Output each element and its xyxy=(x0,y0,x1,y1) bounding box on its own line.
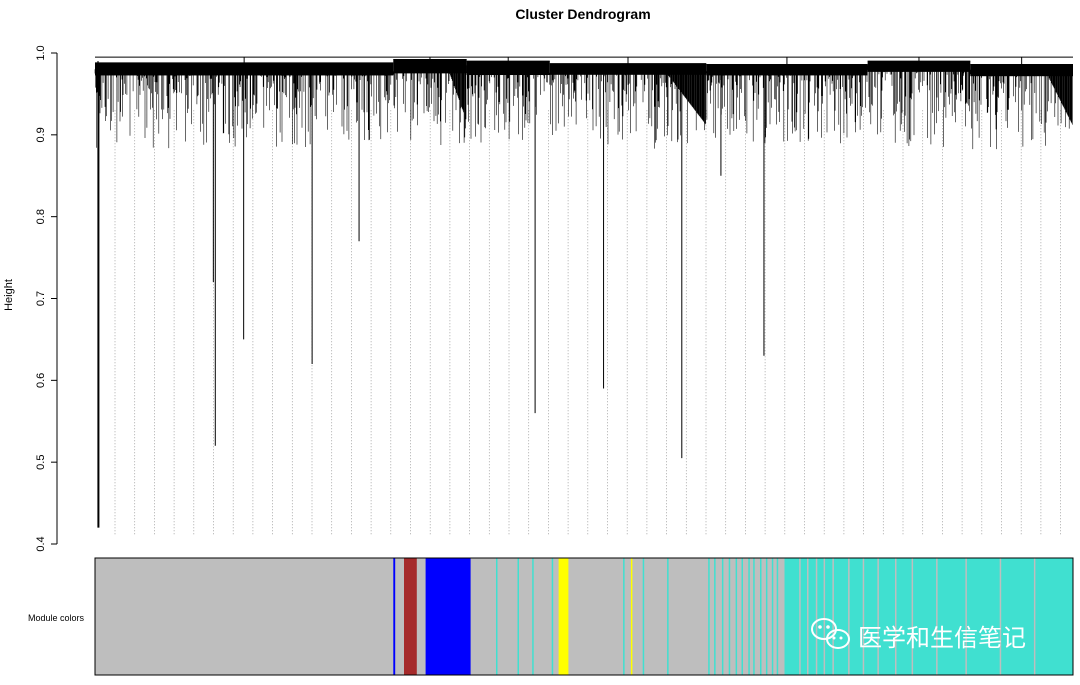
module-stripe xyxy=(741,558,743,675)
watermark: 医学和生信笔记 xyxy=(811,618,1026,652)
y-tick-label: 0.6 xyxy=(35,373,47,388)
cluster-band xyxy=(706,64,868,76)
cluster-band xyxy=(393,59,467,74)
wechat-icon xyxy=(811,618,850,649)
leaf-branches xyxy=(549,67,706,149)
module-segment xyxy=(393,558,396,675)
module-stripe xyxy=(807,558,809,675)
module-stripe xyxy=(911,558,914,675)
module-stripe xyxy=(551,558,554,675)
module-stripe xyxy=(760,558,762,675)
module-segment xyxy=(470,558,560,675)
module-stripe xyxy=(623,558,625,675)
module-stripe xyxy=(721,558,724,675)
module-segment xyxy=(425,558,429,675)
module-bar-border xyxy=(94,557,1074,676)
module-stripe xyxy=(965,558,967,675)
module-stripe xyxy=(728,558,731,675)
y-axis: 0.4 0.5 0.6 0.7 0.8 0.9 1.0 xyxy=(35,45,58,552)
y-tick-label: 0.5 xyxy=(35,455,47,470)
module-stripe xyxy=(877,558,879,675)
y-tick-label: 0.9 xyxy=(35,127,47,142)
module-stripe xyxy=(753,558,755,675)
module-colors-bar xyxy=(94,557,1074,676)
chart-title: Cluster Dendrogram xyxy=(515,6,650,22)
module-stripe xyxy=(708,558,710,675)
module-stripe xyxy=(815,558,818,675)
module-segment xyxy=(404,558,418,675)
cluster-band xyxy=(466,61,550,76)
y-axis-title: Height xyxy=(3,279,15,311)
module-stripe xyxy=(999,558,1002,675)
leaf-branches xyxy=(94,66,393,149)
module-stripe xyxy=(895,558,897,675)
module-segment xyxy=(416,558,427,675)
y-tick-label: 0.8 xyxy=(35,209,47,224)
module-segment xyxy=(95,558,394,675)
dendrogram-branches xyxy=(94,56,1073,528)
cluster-band xyxy=(549,63,707,75)
module-stripe xyxy=(832,558,834,675)
module-stripe xyxy=(1033,558,1036,675)
module-stripe xyxy=(630,558,633,675)
y-tick-label: 0.7 xyxy=(35,291,47,306)
module-colors-label: Module colors xyxy=(28,613,85,623)
leaf-branches xyxy=(466,65,550,143)
module-stripe xyxy=(823,558,826,675)
module-stripe xyxy=(517,558,519,675)
module-stripe xyxy=(532,558,534,675)
module-stripe xyxy=(748,558,750,675)
module-segment xyxy=(427,558,471,675)
cluster-band xyxy=(970,64,1073,77)
module-segment xyxy=(558,558,569,675)
y-tick-label: 0.4 xyxy=(35,536,47,551)
watermark-text: 医学和生信笔记 xyxy=(858,625,1026,652)
leaf-guide-lines xyxy=(114,110,1061,536)
leaf-branches xyxy=(970,68,1073,150)
module-stripe xyxy=(714,558,716,675)
leaf-branches xyxy=(393,63,467,145)
module-stripe xyxy=(771,558,774,675)
module-segment xyxy=(784,558,1074,675)
module-stripe xyxy=(862,558,865,675)
module-stripe xyxy=(765,558,768,675)
module-segment xyxy=(707,558,785,675)
leaf-branches xyxy=(706,68,868,144)
module-stripe xyxy=(642,558,645,675)
module-stripe xyxy=(848,558,850,675)
module-stripe xyxy=(667,558,669,675)
module-stripe xyxy=(776,558,779,675)
module-segment xyxy=(568,558,708,675)
module-stripe xyxy=(496,558,498,675)
leaf-branches xyxy=(867,65,970,147)
module-stripe xyxy=(936,558,938,675)
module-stripe xyxy=(735,558,738,675)
module-stripe xyxy=(799,558,801,675)
module-segment xyxy=(395,558,405,675)
y-tick-label: 1.0 xyxy=(35,45,47,60)
